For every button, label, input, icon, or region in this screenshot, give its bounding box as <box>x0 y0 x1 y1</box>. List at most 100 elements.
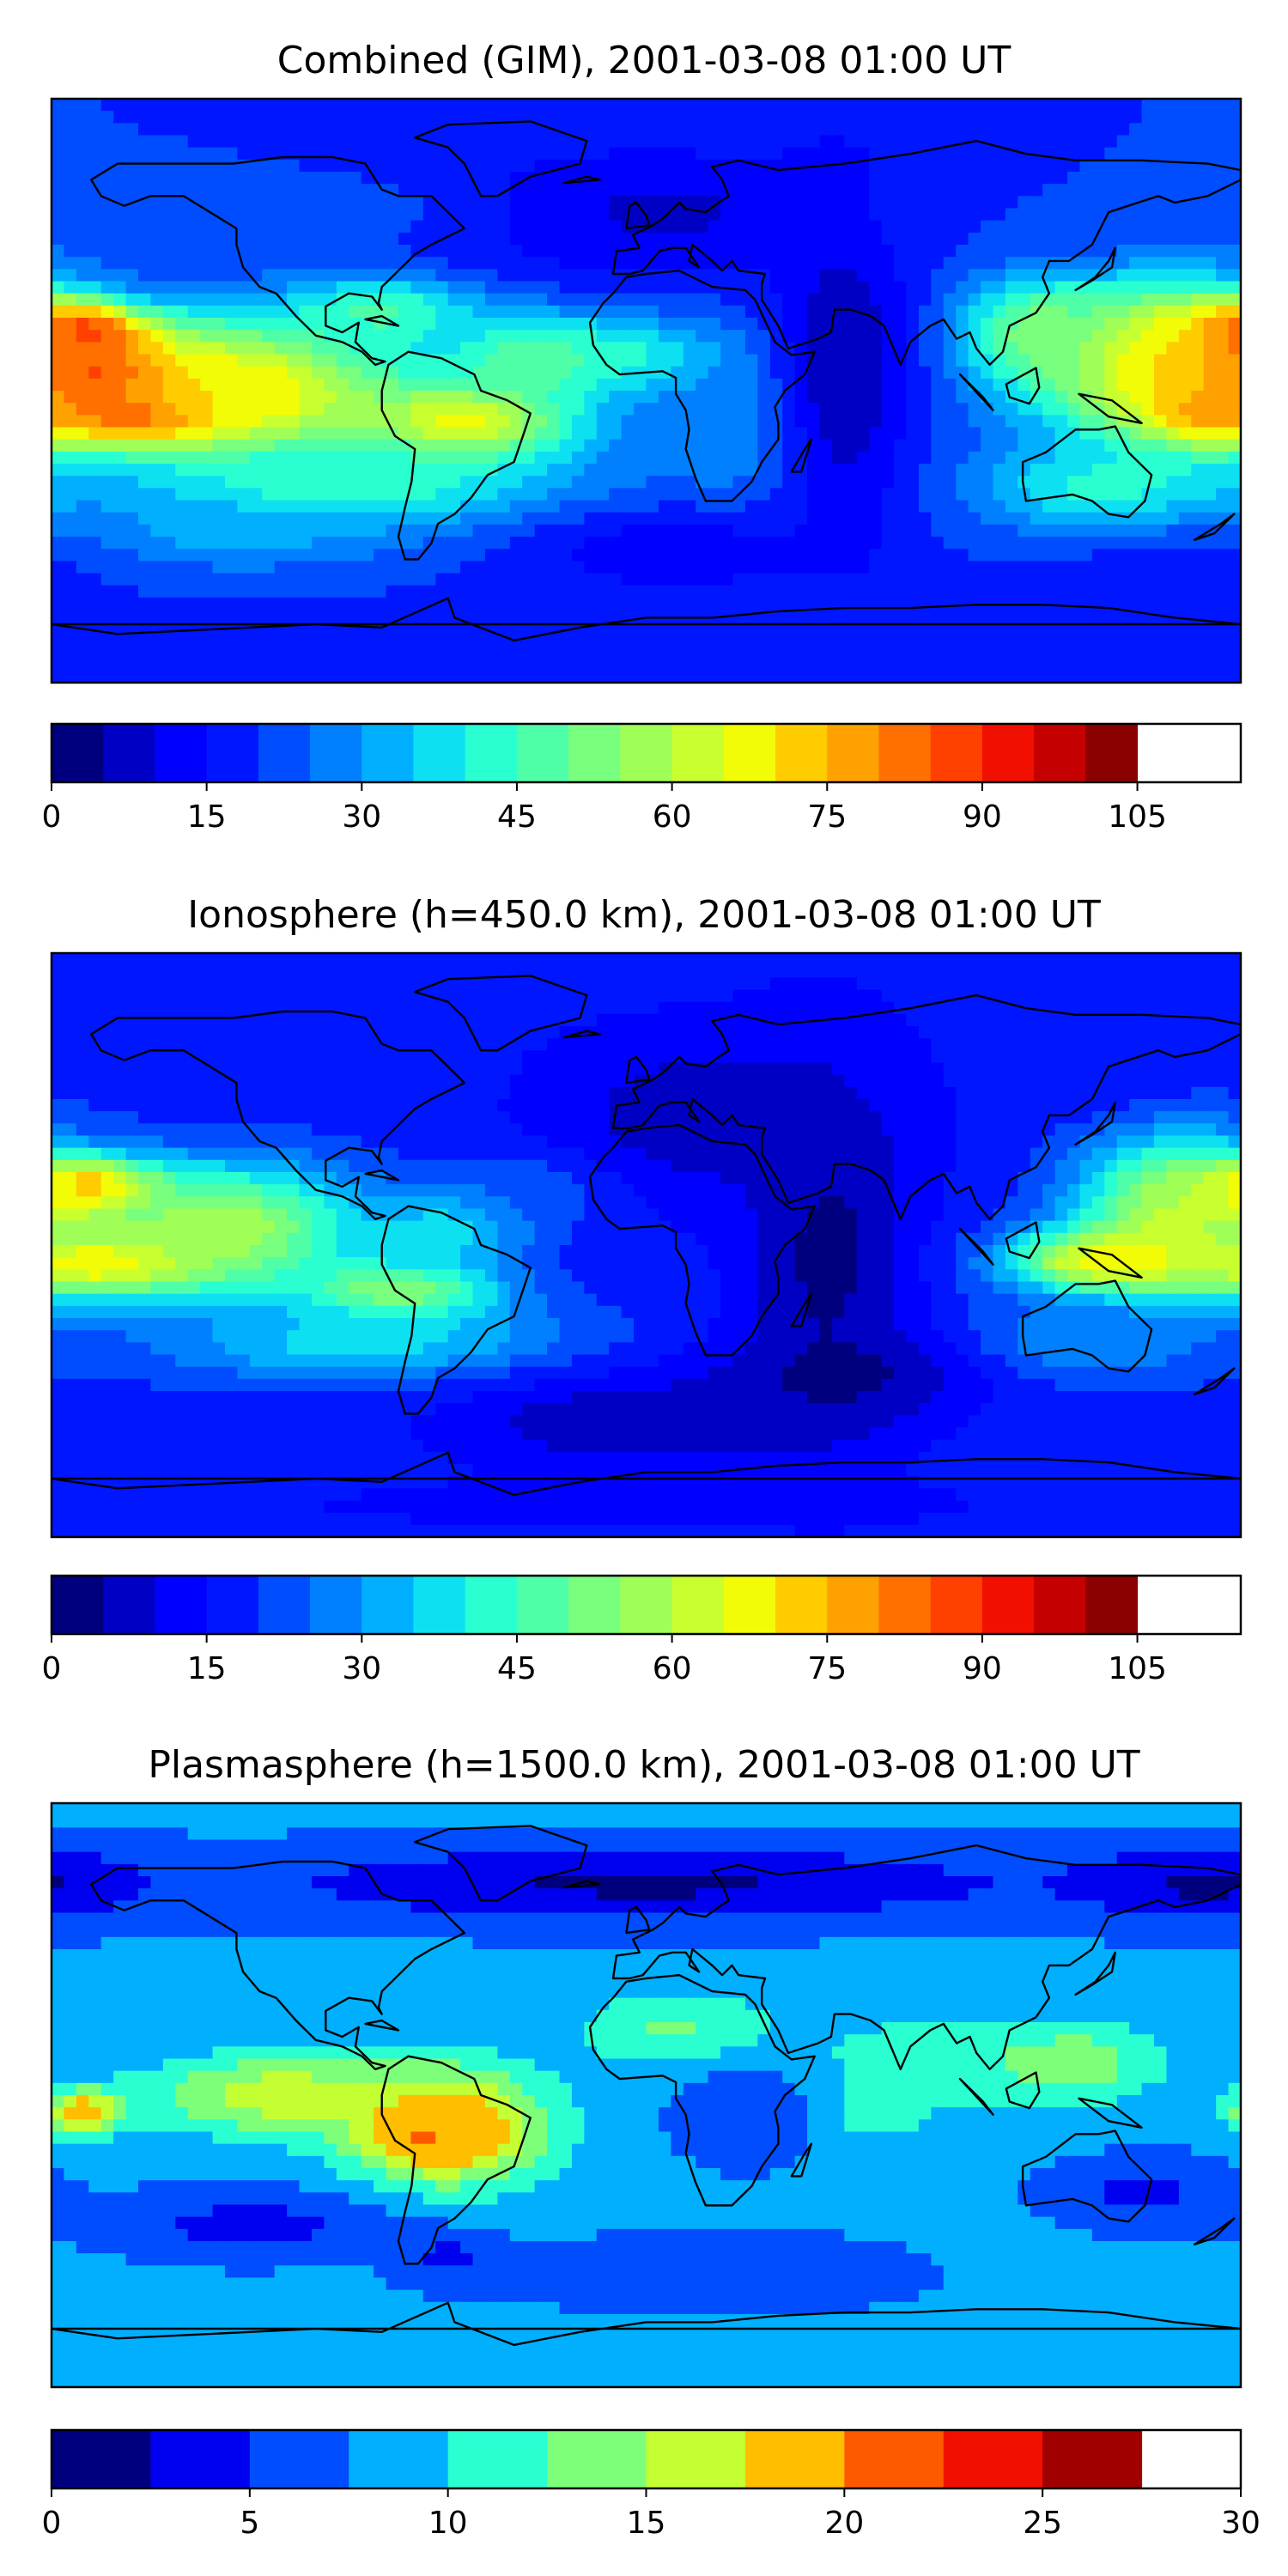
field-cell <box>993 549 1006 562</box>
field-cell <box>162 476 176 489</box>
field-cell <box>1067 977 1081 991</box>
field-cell <box>76 415 89 428</box>
field-cell <box>621 427 635 440</box>
field-cell <box>844 439 858 453</box>
field-cell <box>671 500 684 513</box>
field-cell <box>547 476 561 489</box>
field-cell <box>64 537 77 550</box>
field-cell <box>831 415 845 428</box>
field-cell <box>646 257 659 270</box>
field-cell <box>1104 391 1118 404</box>
field-cell <box>931 342 945 355</box>
field-cell <box>497 220 511 234</box>
field-cell <box>819 658 833 671</box>
field-cell <box>150 135 164 149</box>
field-cell <box>274 135 288 149</box>
field-cell <box>374 670 387 683</box>
panel-combined: Combined (GIM), 2001-03-08 01:00 UT0 15 30… <box>42 39 1242 835</box>
field-cell <box>881 184 895 197</box>
field-cell <box>1154 464 1168 477</box>
field-cell <box>634 172 647 185</box>
field-cell <box>1104 476 1118 489</box>
field-cell <box>671 524 684 538</box>
field-cell <box>634 646 647 659</box>
field-cell <box>534 281 548 295</box>
field-cell <box>1116 476 1130 489</box>
field-cell <box>435 378 449 392</box>
field-cell <box>981 330 994 343</box>
field-cell <box>237 488 251 501</box>
field-cell <box>324 159 337 173</box>
field-cell <box>856 135 870 149</box>
field-cell <box>634 354 647 368</box>
colorbar-swatch <box>568 724 621 782</box>
field-cell <box>1104 318 1118 331</box>
field-cell <box>212 147 226 161</box>
field-cell <box>64 965 77 978</box>
field-cell <box>708 658 721 671</box>
field-cell <box>881 512 895 526</box>
field-cell <box>509 318 523 331</box>
field-cell <box>943 232 957 246</box>
field-cell <box>88 123 102 137</box>
field-cell <box>744 965 758 978</box>
field-cell <box>460 391 474 404</box>
field-cell <box>559 111 573 124</box>
field-cell <box>571 415 585 428</box>
field-cell <box>1104 977 1118 991</box>
field-cell <box>1067 232 1081 246</box>
field-cell <box>720 111 734 124</box>
field-cell <box>64 953 77 966</box>
field-cell <box>1018 269 1031 283</box>
field-cell <box>162 488 176 501</box>
field-cell <box>757 524 771 538</box>
field-cell <box>534 597 548 611</box>
field-cell <box>212 220 226 234</box>
field-cell <box>447 977 461 991</box>
field-cell <box>150 159 164 173</box>
field-cell <box>918 123 932 137</box>
field-cell <box>794 573 808 586</box>
field-cell <box>683 391 696 404</box>
field-cell <box>287 500 301 513</box>
field-cell <box>224 111 239 124</box>
field-cell <box>671 585 684 598</box>
field-cell <box>237 99 251 112</box>
field-cell <box>732 476 746 489</box>
field-cell <box>374 512 387 526</box>
field-cell <box>100 500 114 513</box>
field-cell <box>361 658 374 671</box>
field-cell <box>856 965 870 978</box>
field-cell <box>336 245 349 258</box>
field-cell <box>596 305 610 319</box>
field-cell <box>584 159 598 173</box>
field-cell <box>460 111 474 124</box>
field-cell <box>956 123 969 137</box>
field-cell <box>484 658 498 671</box>
field-cell <box>374 634 387 647</box>
field-cell <box>299 208 313 222</box>
field-cell <box>349 451 362 465</box>
field-cell <box>497 585 511 598</box>
field-cell <box>262 488 276 501</box>
field-cell <box>422 439 436 453</box>
field-cell <box>509 658 523 671</box>
field-cell <box>100 953 114 966</box>
field-cell <box>52 537 65 550</box>
field-cell <box>807 658 821 671</box>
field-cell <box>708 342 721 355</box>
field-cell <box>609 293 623 307</box>
field-cell <box>1141 512 1155 526</box>
field-cell <box>224 488 239 501</box>
field-cell <box>1104 305 1118 319</box>
field-cell <box>113 439 127 453</box>
field-cell <box>807 561 821 574</box>
field-cell <box>1104 439 1118 453</box>
field-cell <box>708 585 721 598</box>
field-cell <box>1116 464 1130 477</box>
field-cell <box>981 451 994 465</box>
field-cell <box>212 111 226 124</box>
field-cell <box>881 172 895 185</box>
field-cell <box>894 403 908 416</box>
field-cell <box>956 451 969 465</box>
